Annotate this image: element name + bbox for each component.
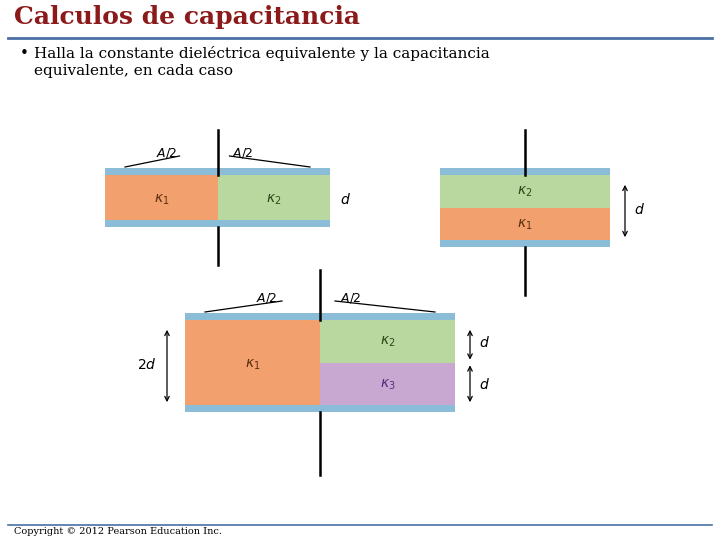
Bar — [105, 220, 330, 227]
Text: $A/2$: $A/2$ — [256, 291, 278, 305]
Text: $A/2$: $A/2$ — [232, 146, 253, 160]
Text: $2d$: $2d$ — [138, 357, 157, 372]
Bar — [440, 175, 610, 207]
Bar — [440, 240, 610, 247]
Text: •: • — [20, 46, 29, 61]
Text: $\kappa_1$: $\kappa_1$ — [517, 218, 533, 232]
Text: $\kappa_1$: $\kappa_1$ — [245, 357, 260, 372]
Text: $d$: $d$ — [479, 377, 490, 392]
Bar — [185, 320, 320, 405]
Text: $A/2$: $A/2$ — [340, 291, 361, 305]
Bar — [320, 320, 455, 362]
Text: $d$: $d$ — [479, 335, 490, 350]
Text: $\kappa_2$: $\kappa_2$ — [517, 185, 533, 199]
Text: $d$: $d$ — [340, 192, 351, 207]
Bar — [105, 168, 330, 175]
Text: equivalente, en cada caso: equivalente, en cada caso — [34, 64, 233, 78]
Bar — [185, 313, 455, 320]
Bar — [185, 405, 455, 412]
Text: $\kappa_1$: $\kappa_1$ — [153, 192, 169, 207]
Bar — [440, 207, 610, 240]
Text: $\kappa_2$: $\kappa_2$ — [380, 335, 395, 349]
Text: $\kappa_3$: $\kappa_3$ — [379, 377, 395, 392]
Text: Halla la constante dieléctrica equivalente y la capacitancia: Halla la constante dieléctrica equivalen… — [34, 46, 490, 61]
Bar — [217, 175, 330, 220]
Text: $A/2$: $A/2$ — [156, 146, 178, 160]
Text: Calculos de capacitancia: Calculos de capacitancia — [14, 5, 360, 29]
Bar — [440, 168, 610, 175]
Text: $d$: $d$ — [634, 202, 645, 217]
Text: $\kappa_2$: $\kappa_2$ — [266, 192, 282, 207]
Bar — [105, 175, 217, 220]
Bar — [320, 362, 455, 405]
Text: Copyright © 2012 Pearson Education Inc.: Copyright © 2012 Pearson Education Inc. — [14, 527, 222, 536]
